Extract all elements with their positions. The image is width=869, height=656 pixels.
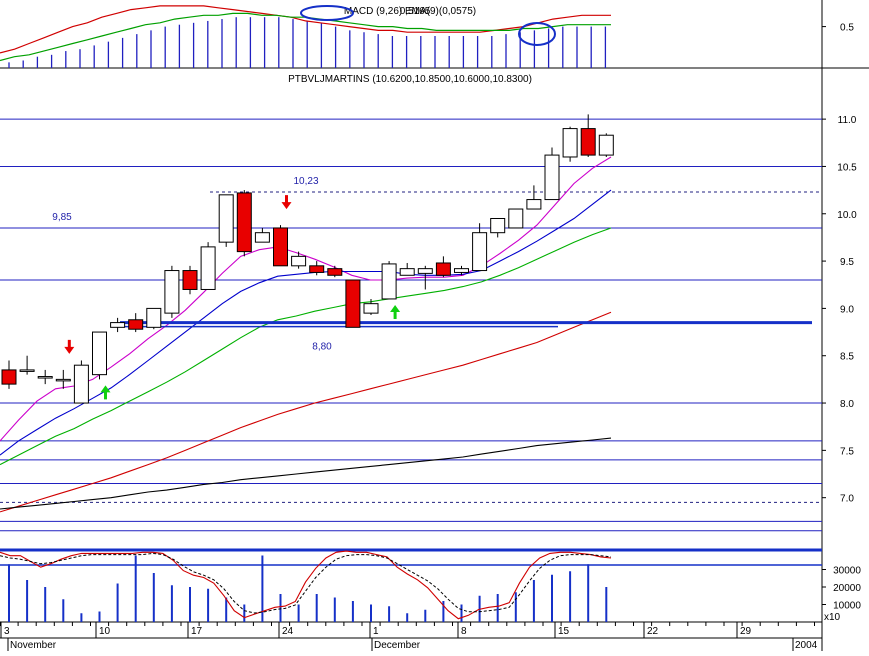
candle-body	[417, 268, 433, 274]
moving-average-line	[0, 227, 612, 466]
macd-title: MACD (9,26) EMA(9)(0,0575)	[344, 6, 476, 17]
candle-body	[128, 319, 144, 330]
x-tick-label: 29	[740, 626, 752, 637]
candle-body	[73, 364, 89, 404]
candle-body	[544, 154, 560, 201]
x-tick-label: 15	[558, 626, 570, 637]
month-label: December	[374, 640, 421, 651]
candle-body	[110, 322, 126, 328]
candle-body	[472, 232, 488, 272]
annotation-label: 9,85	[52, 212, 72, 223]
annotation-label: 8,80	[312, 341, 332, 352]
candle-body	[200, 246, 216, 290]
candle-body	[508, 208, 524, 229]
price-y-tick-label: 7.0	[840, 494, 854, 505]
candle-body	[92, 331, 107, 376]
moving-average-line	[0, 189, 612, 456]
candle-body	[435, 262, 451, 276]
candle-body	[37, 376, 53, 379]
x-tick-label: 3	[4, 626, 10, 637]
month-label: November	[10, 640, 57, 651]
x-tick-label: 22	[647, 626, 659, 637]
stochastic-signal-line	[0, 552, 612, 614]
down-arrow-icon	[64, 339, 75, 354]
candle-body	[363, 303, 379, 314]
volume-y-tick-label: 30000	[833, 566, 861, 577]
candle-body	[19, 369, 35, 372]
x-tick-label: 10	[99, 626, 111, 637]
volume-multiplier-label: x10	[824, 612, 841, 623]
macd-overlap-text: 0,5165	[400, 6, 431, 17]
moving-average-line	[0, 437, 612, 510]
candle-body	[182, 270, 198, 290]
top-y-tick-label: 0.5	[840, 23, 854, 34]
candle-body	[1, 369, 17, 385]
stochastic-line	[0, 550, 612, 620]
candle-body	[55, 378, 71, 382]
price-y-tick-label: 11.0	[838, 115, 857, 126]
candle-body	[164, 270, 180, 314]
price-y-tick-label: 8.0	[840, 399, 854, 410]
moving-average-line	[0, 311, 612, 513]
candle-body	[273, 227, 288, 267]
candle-body	[580, 128, 596, 156]
macd-line	[0, 5, 611, 54]
price-title: PTBVLJMARTINS (10.6200,10.8500,10.6000,1…	[288, 74, 532, 85]
price-y-tick-label: 9.5	[840, 257, 854, 268]
candle-body	[490, 217, 506, 234]
candle-body	[309, 265, 325, 273]
volume-y-tick-label: 20000	[833, 583, 861, 594]
up-arrow-icon	[100, 385, 111, 400]
price-y-tick-label: 10.0	[837, 210, 857, 221]
highlight-ellipse	[300, 5, 354, 21]
annotation-label: 10,23	[293, 176, 318, 187]
price-y-tick-label: 7.5	[840, 446, 854, 457]
price-y-tick-label: 9.0	[840, 304, 854, 315]
up-arrow-icon	[390, 304, 401, 319]
candle-body	[146, 307, 162, 328]
candle-body	[526, 199, 542, 210]
candle-body	[236, 192, 252, 253]
candle-body	[218, 194, 234, 243]
x-tick-label: 1	[373, 626, 379, 637]
candle-body	[598, 134, 614, 156]
x-tick-label: 24	[282, 626, 294, 637]
candle-body	[399, 268, 415, 276]
volume-y-tick-label: 10000	[833, 601, 861, 612]
candle-body	[327, 268, 343, 276]
x-tick-label: 8	[461, 626, 467, 637]
candle-body	[381, 263, 397, 300]
month-label: 2004	[795, 640, 818, 651]
highlight-ellipse	[518, 22, 556, 46]
candle-body	[454, 268, 469, 273]
candle-body	[291, 255, 307, 267]
price-y-tick-label: 8.5	[840, 352, 854, 363]
candle-body	[562, 128, 578, 158]
x-tick-label: 17	[191, 626, 203, 637]
candle-body	[254, 232, 270, 243]
down-arrow-icon	[281, 195, 292, 210]
price-y-tick-label: 10.5	[837, 162, 857, 173]
candle-body	[345, 279, 361, 328]
